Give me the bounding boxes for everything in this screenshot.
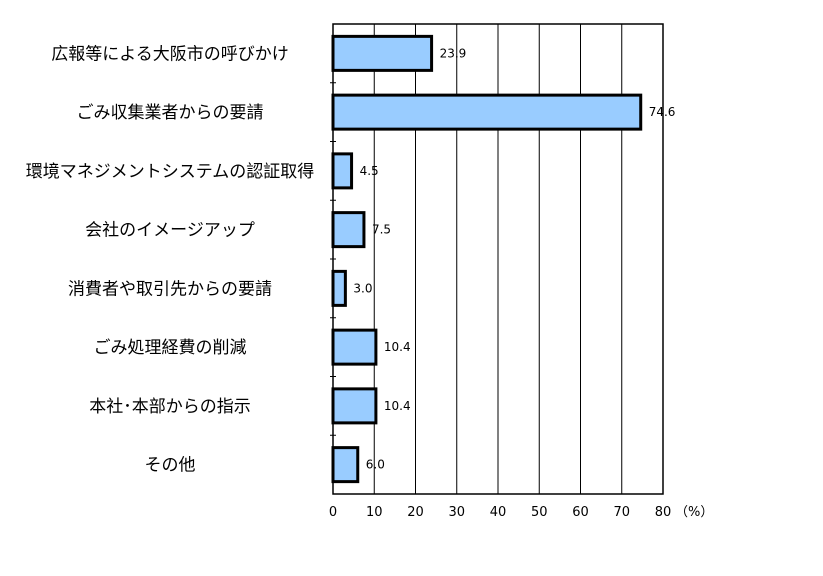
x-tick-label: 0 (329, 505, 337, 520)
category-label: ごみ収集業者からの要請 (77, 103, 264, 123)
category-label: 広報等による大阪市の呼びかけ (51, 44, 289, 64)
category-label: 本社･本部からの指示 (89, 397, 251, 417)
x-tick-label: 60 (572, 505, 589, 520)
value-label: 7.5 (372, 223, 391, 237)
value-label: 3.0 (353, 281, 372, 295)
x-tick-label: 30 (448, 505, 465, 520)
category-label: その他 (145, 456, 196, 476)
x-tick-label: 20 (407, 505, 424, 520)
bar (331, 387, 378, 425)
bar (331, 93, 643, 131)
bars (331, 34, 643, 484)
category-label: ごみ処理経費の削減 (94, 338, 247, 358)
value-label: 23.9 (440, 46, 467, 60)
bar (331, 446, 360, 484)
category-label: 会社のイメージアップ (85, 221, 255, 241)
labels: 0 10 20 30 40 50 60 70 80 23.9 広報等による大阪市の呼びかけ 74.6 ご… (26, 44, 676, 520)
x-tick-label: 50 (531, 505, 548, 520)
value-label: 4.5 (360, 164, 379, 178)
x-tick-label: 80 (655, 505, 672, 520)
x-tick-label: 40 (490, 505, 507, 520)
x-tick-label: 10 (366, 505, 383, 520)
axes (330, 23, 664, 495)
value-label: 10.4 (384, 399, 411, 413)
x-tick-label: 70 (613, 505, 630, 520)
x-axis-unit-label: （%） (675, 505, 713, 520)
bar (331, 269, 347, 307)
value-label: 74.6 (649, 105, 676, 119)
value-label: 6.0 (366, 458, 385, 472)
bar (331, 328, 378, 366)
bar (331, 152, 354, 190)
bar (331, 34, 434, 72)
category-label: 環境マネジメントシステムの認証取得 (26, 162, 315, 182)
category-label: 消費者や取引先からの要請 (68, 279, 272, 299)
value-label: 10.4 (384, 340, 411, 354)
bar (331, 211, 366, 249)
